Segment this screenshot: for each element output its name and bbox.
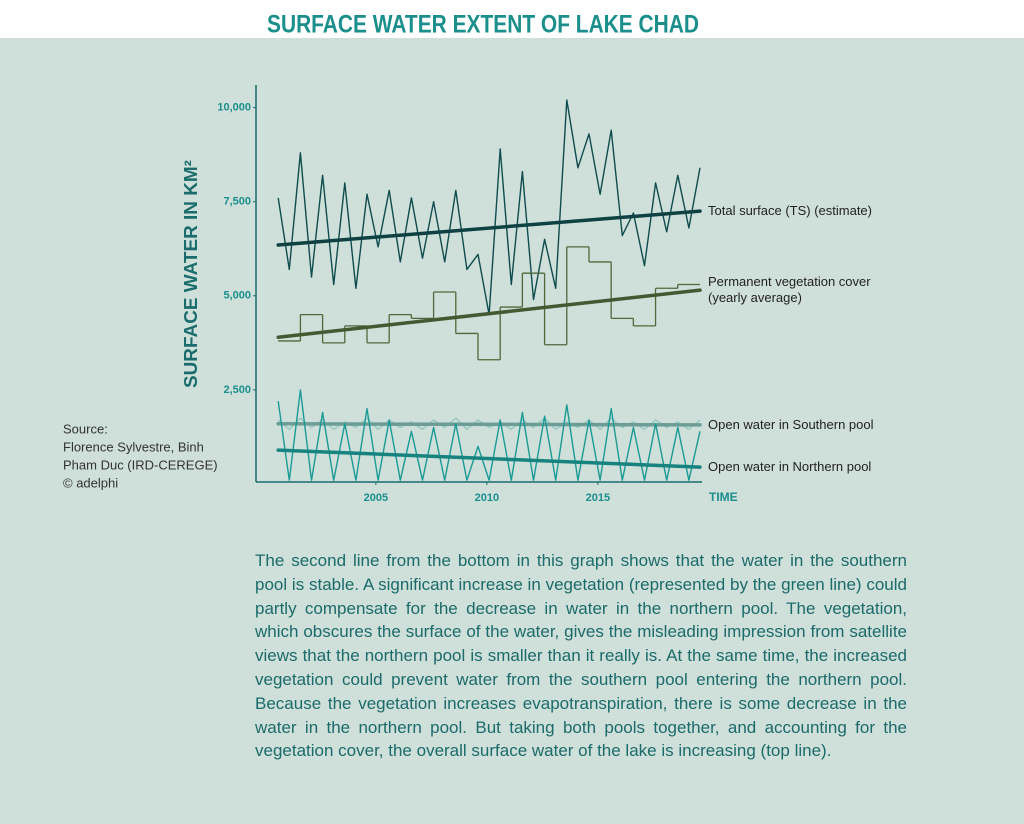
source-line: Source:	[63, 421, 108, 436]
trend-line	[276, 209, 702, 247]
y-tick-label: 7,500	[223, 196, 251, 208]
trend-line	[276, 288, 702, 339]
y-tick-label: 5,000	[223, 290, 251, 302]
source-line: Florence Sylvestre, Binh	[63, 439, 204, 454]
x-tick-label: 2005	[364, 492, 388, 504]
series-label: Open water in Southern pool	[708, 416, 874, 432]
chart-title: SURFACE WATER EXTENT OF LAKE CHAD	[267, 11, 699, 39]
series-line	[277, 389, 701, 481]
x-tick-label: 2010	[475, 492, 499, 504]
trend-line	[276, 448, 702, 469]
series-label: Open water in Northern pool	[708, 459, 872, 475]
source-line: Pham Duc (IRD-CEREGE)	[63, 457, 218, 472]
series-label: Permanent vegetation cover (yearly avera…	[708, 274, 871, 306]
y-tick-label: 2,500	[223, 384, 251, 396]
source-line: © adelphi	[63, 475, 118, 490]
y-axis-title: SURFACE WATER IN KM²	[181, 160, 201, 388]
background	[0, 38, 1024, 824]
series-label: Total surface (TS) (estimate)	[708, 203, 872, 219]
x-tick-label: 2015	[586, 492, 610, 504]
x-axis-title: TIME	[709, 490, 738, 504]
caption: The second line from the bottom in this …	[255, 551, 907, 761]
trend-line	[276, 422, 702, 427]
y-tick-label: 10,000	[217, 101, 251, 113]
